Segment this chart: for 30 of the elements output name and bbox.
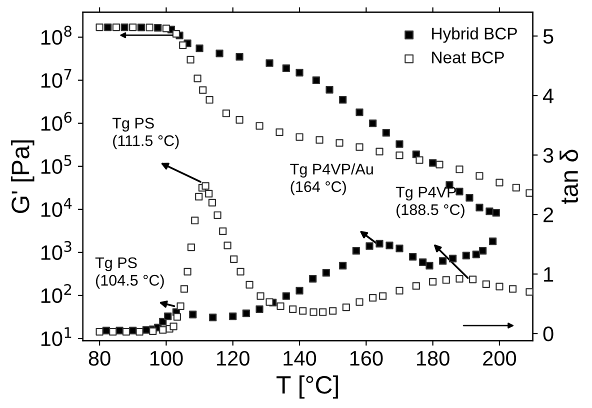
y-tick-label: 10$^{5}$ [41,155,72,174]
y2-tick-label: 5 [543,29,554,44]
y2-tick-label: 0 [543,326,554,342]
y-tick-label: 10$^{6}$ [41,112,72,131]
x-tick-label: 200 [483,350,516,366]
annotation: Tg PS (104.5 °C) [95,257,164,289]
x-tick-label: 180 [417,350,450,366]
x-axis-title: T [°C] [276,375,338,399]
y-tick-label: 10$^{8}$ [41,26,72,45]
annotation: Tg P4VP/Au (164 °C) [290,163,373,196]
y-tick-label: 10$^{4}$ [41,198,72,217]
y-tick-label: 10$^{3}$ [41,241,72,260]
legend-label: Neat BCP [432,52,504,64]
y-tick-label: 10$^{1}$ [41,327,72,346]
x-tick-label: 100 [150,350,183,366]
annotation: Tg P4VP (188.5 °C) [396,186,464,218]
y2-tick-label: 2 [544,208,554,222]
x-tick-label: 140 [284,350,316,366]
y2-tick-label: 4 [543,88,554,104]
x-tick-label: 80 [88,350,110,366]
y-axis-title: G' [Pa] [10,140,34,214]
y2-axis-title: tan δ [560,150,578,204]
x-tick-label: 160 [350,350,383,366]
y-tick-label: 10$^{2}$ [41,284,72,304]
y2-tick-label: 3 [543,148,554,163]
y-tick-label: 10$^{7}$ [41,69,72,88]
legend-label: Hybrid BCP [432,27,517,43]
annotation: Tg PS (111.5 °C) [112,118,179,150]
y2-tick-label: 1 [544,267,554,282]
x-tick-label: 120 [217,350,250,366]
